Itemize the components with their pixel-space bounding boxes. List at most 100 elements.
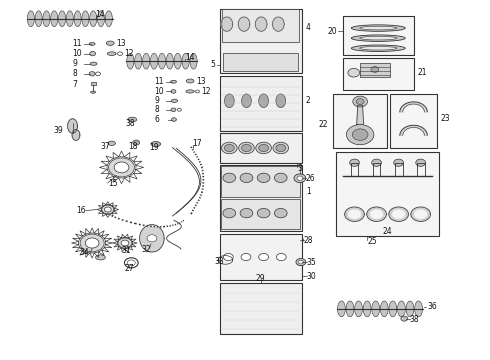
Text: 21: 21 (418, 68, 427, 77)
Text: 1: 1 (306, 186, 311, 196)
Circle shape (224, 144, 234, 152)
Circle shape (257, 208, 270, 218)
Circle shape (296, 258, 306, 266)
Polygon shape (367, 214, 387, 221)
Circle shape (109, 158, 134, 177)
Polygon shape (143, 53, 150, 69)
Ellipse shape (360, 26, 397, 30)
Ellipse shape (360, 46, 397, 50)
Circle shape (133, 140, 140, 145)
Bar (333, 94, 387, 148)
Bar (343, 58, 414, 90)
Text: 20: 20 (327, 27, 337, 36)
Ellipse shape (108, 141, 116, 145)
Text: 29: 29 (256, 274, 266, 283)
Ellipse shape (351, 45, 405, 51)
Bar (222, 9, 299, 42)
Text: 12: 12 (124, 49, 133, 58)
Circle shape (294, 174, 306, 183)
Text: 23: 23 (441, 114, 450, 123)
Circle shape (371, 159, 381, 166)
Polygon shape (158, 53, 166, 69)
Ellipse shape (351, 35, 405, 41)
Polygon shape (166, 53, 173, 69)
Polygon shape (389, 207, 409, 214)
Circle shape (240, 208, 253, 218)
Ellipse shape (90, 62, 97, 66)
Polygon shape (98, 11, 104, 27)
Text: 16: 16 (76, 206, 86, 215)
Polygon shape (221, 17, 233, 31)
Text: 33: 33 (215, 256, 224, 265)
Circle shape (114, 162, 129, 173)
Polygon shape (346, 301, 354, 317)
Text: 11: 11 (154, 77, 164, 86)
Bar (343, 16, 414, 55)
Ellipse shape (128, 117, 137, 122)
Text: 15: 15 (108, 179, 118, 188)
Circle shape (297, 176, 303, 180)
Polygon shape (127, 53, 134, 69)
Text: 19: 19 (149, 143, 159, 152)
Text: 3: 3 (297, 163, 302, 172)
Circle shape (102, 205, 114, 214)
Polygon shape (35, 11, 42, 27)
Polygon shape (174, 53, 181, 69)
Text: 25: 25 (367, 237, 377, 246)
Text: 39: 39 (53, 126, 63, 135)
Circle shape (259, 253, 269, 261)
Text: 18: 18 (128, 141, 138, 150)
Polygon shape (345, 207, 365, 214)
Text: 30: 30 (307, 272, 317, 281)
Polygon shape (367, 207, 387, 214)
Text: 34: 34 (79, 248, 89, 257)
Text: 35: 35 (307, 258, 317, 266)
Text: 31: 31 (122, 246, 131, 256)
Polygon shape (255, 17, 267, 31)
Text: 22: 22 (319, 120, 328, 129)
Polygon shape (380, 301, 388, 317)
Polygon shape (345, 214, 365, 221)
Polygon shape (58, 11, 66, 27)
Circle shape (346, 125, 374, 145)
Polygon shape (372, 301, 380, 317)
Text: 24: 24 (383, 227, 392, 236)
Circle shape (298, 260, 303, 264)
Ellipse shape (171, 80, 176, 83)
Text: 13: 13 (196, 77, 206, 85)
Circle shape (353, 96, 368, 107)
Polygon shape (400, 125, 427, 135)
Polygon shape (406, 301, 414, 317)
Circle shape (356, 99, 364, 104)
Circle shape (121, 240, 129, 246)
Bar (220, 165, 302, 231)
Text: 17: 17 (193, 139, 202, 148)
Circle shape (242, 144, 251, 152)
Polygon shape (150, 53, 158, 69)
Polygon shape (68, 119, 77, 133)
Bar (220, 234, 302, 280)
Circle shape (348, 68, 360, 77)
Circle shape (221, 142, 237, 154)
Polygon shape (27, 11, 34, 27)
Text: 37: 37 (100, 143, 110, 152)
Circle shape (394, 159, 404, 166)
Circle shape (257, 173, 270, 183)
Ellipse shape (360, 36, 397, 40)
Ellipse shape (96, 255, 105, 260)
Text: 7: 7 (73, 80, 77, 89)
Circle shape (171, 108, 176, 112)
Circle shape (352, 129, 368, 140)
Bar (220, 133, 302, 163)
Polygon shape (43, 11, 50, 27)
Polygon shape (190, 53, 197, 69)
Circle shape (239, 142, 254, 154)
Polygon shape (338, 301, 345, 317)
Text: 9: 9 (73, 59, 77, 68)
Text: 14: 14 (185, 53, 195, 62)
Ellipse shape (186, 79, 194, 83)
Ellipse shape (172, 99, 177, 102)
Circle shape (240, 173, 253, 183)
Polygon shape (355, 301, 363, 317)
Polygon shape (105, 11, 112, 27)
